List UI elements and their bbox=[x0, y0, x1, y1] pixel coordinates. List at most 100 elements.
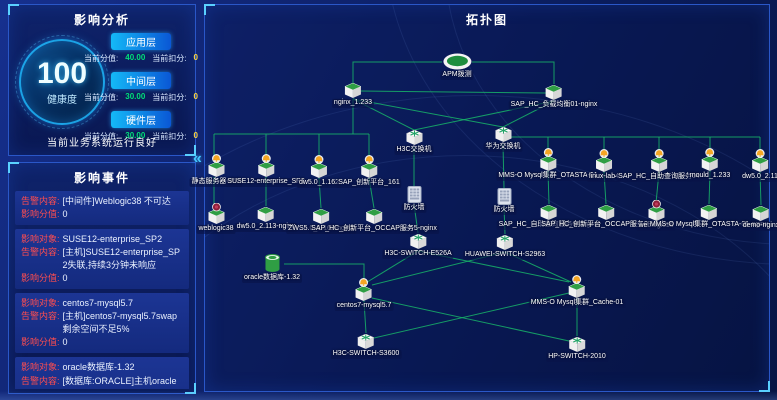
server-error-icon bbox=[207, 202, 225, 224]
event-field: 影响对象: centos7-mysql5.7 bbox=[21, 297, 183, 310]
topology-node-nginx-1233[interactable]: nginx_1.233 bbox=[331, 82, 375, 108]
node-label: weblogic38 bbox=[196, 225, 236, 234]
score-value: 40.00 bbox=[125, 53, 146, 62]
topology-node-apm[interactable]: APM拨测 bbox=[440, 53, 474, 80]
node-label: H3C交换机 bbox=[394, 146, 434, 155]
layer-badge[interactable]: 中间层 bbox=[111, 72, 171, 89]
event-list[interactable]: 告警内容: [中间件]Weblogic38 不可达 影响分值: 0 影响对象: SUSE1… bbox=[9, 187, 195, 389]
server-alert-icon bbox=[539, 148, 557, 171]
score-value: 30.00 bbox=[125, 92, 146, 101]
topology-node-sap-occap02[interactable]: SAP_HC_创新平台_OCCAP服务02-nginx bbox=[539, 204, 673, 230]
layer-block: 中间层 当前分值: 30.00 当前扣分: 0 bbox=[84, 72, 198, 103]
topology-node-oracle-132[interactable]: oracle数据库-1.32 bbox=[241, 254, 303, 283]
layer-block: 硬件层当前分值: 30.00 当前扣分: 0 bbox=[84, 111, 198, 142]
node-label: SAP_创新平台_161 bbox=[336, 179, 402, 188]
server-icon bbox=[257, 206, 275, 222]
topology-node-weblogic38[interactable]: weblogic38 bbox=[196, 202, 236, 234]
server-alert-icon bbox=[595, 149, 613, 172]
layer-stats: 当前分值: 30.00 当前扣分: 0 bbox=[84, 131, 198, 142]
topology-node-linux-lab4[interactable]: linux-lab4 bbox=[587, 149, 621, 182]
node-label: H3C-SWITCH-E526A bbox=[382, 250, 454, 259]
topology-node-demo-nginx[interactable]: demo-nginx bbox=[740, 205, 777, 231]
switch-icon bbox=[409, 233, 427, 249]
topology-node-sw-right[interactable]: 华为交换机 bbox=[483, 126, 523, 152]
node-label: SUSE12-enterprise_SP2 bbox=[225, 178, 307, 187]
event-card[interactable]: 影响对象: oracle数据库-1.32 告警内容: [数据库:ORACLE]主机or… bbox=[15, 357, 189, 389]
event-field-value: oracle数据库-1.32 bbox=[62, 362, 135, 373]
topology-node-sap-lb01[interactable]: SAP_HC_负载均衡01-nginx bbox=[508, 84, 600, 110]
topology-title: 拓扑图 bbox=[465, 13, 508, 27]
node-label: demo-nginx bbox=[740, 222, 777, 231]
topology-node-host-252[interactable]: 静态服务器-252 bbox=[189, 154, 243, 187]
event-card[interactable]: 影响对象: centos7-mysql5.7 告警内容: [主机]centos7-my… bbox=[15, 293, 189, 354]
server-error-icon bbox=[647, 199, 665, 221]
topology-node-dw50-211[interactable]: dw5.0_2.11 bbox=[740, 149, 777, 182]
topology-node-sap-occap5[interactable]: SAP_HC_创新平台_OCCAP服务5-nginx bbox=[309, 208, 439, 234]
switch-icon bbox=[496, 234, 514, 250]
topology-node-mould-1233[interactable]: mould_1.233 bbox=[687, 148, 733, 181]
event-field-label: 告警内容: bbox=[21, 375, 60, 386]
node-label: dw5.0_2.113-nginx bbox=[234, 223, 298, 232]
server-icon bbox=[700, 204, 718, 220]
node-label: dw5.0_1.162 bbox=[296, 179, 342, 188]
event-field-value: [中间件]Weblogic38 不可达 bbox=[62, 196, 171, 206]
impact-analysis-title: 影响分析 bbox=[73, 13, 130, 27]
layer-badge[interactable]: 应用层 bbox=[111, 33, 171, 50]
event-field-value: [主机]centos7-mysql5.7swap剩余空间不足5% bbox=[62, 311, 178, 335]
topology-edge bbox=[472, 61, 555, 84]
deduct-label: 当前扣分: bbox=[152, 93, 187, 102]
topology-node-centos7[interactable]: centos7-mysql5.7 bbox=[334, 278, 394, 311]
collapse-sidebar-icon[interactable]: « bbox=[193, 150, 202, 167]
node-label: dw5.0_2.11 bbox=[740, 173, 777, 182]
switch-icon bbox=[568, 336, 586, 352]
server-alert-icon bbox=[360, 155, 378, 178]
score-label: 当前分值: bbox=[84, 54, 119, 63]
layer-badge[interactable]: 硬件层 bbox=[111, 111, 171, 128]
node-label: 防火墙 bbox=[491, 206, 517, 215]
topology-node-dw50-2113[interactable]: dw5.0_2.113-nginx bbox=[234, 206, 298, 232]
topology-edge bbox=[352, 61, 442, 83]
impact-events-panel: 影响事件 告警内容: [中间件]Weblogic38 不可达 影响分值: 0 影响对象:… bbox=[8, 162, 196, 394]
server-icon bbox=[312, 208, 330, 224]
event-field-label: 影响对象: bbox=[21, 298, 60, 309]
event-card[interactable]: 影响对象: SUSE12-enterprise_SP2 告警内容: [主机]SUSE1… bbox=[15, 229, 189, 290]
server-icon bbox=[752, 205, 770, 221]
node-label: MMS-O Mysql集群_Cache-01 bbox=[528, 299, 626, 308]
topology-node-sap-04[interactable]: SAP_HC_自助查询服务04 bbox=[616, 149, 702, 182]
topology-node-hp-sw[interactable]: HP-SWITCH-2010 bbox=[546, 336, 608, 362]
topology-edge bbox=[284, 263, 365, 283]
node-label: HP-SWITCH-2010 bbox=[546, 353, 608, 362]
topology-node-fw-right[interactable]: 防火墙 bbox=[491, 188, 517, 215]
event-field: 告警内容: [中间件]Weblogic38 不可达 bbox=[21, 195, 183, 208]
event-field: 告警内容:[数据库:ORACLE]主机oracle数据库-1.32实例名（orc… bbox=[21, 375, 183, 389]
layer-stats: 当前分值: 30.00 当前扣分: 0 bbox=[84, 92, 198, 103]
event-field: 影响分值: 0 bbox=[21, 208, 183, 221]
node-label: nginx_1.233 bbox=[331, 99, 375, 108]
topology-node-suse12[interactable]: SUSE12-enterprise_SP2 bbox=[225, 154, 307, 187]
topology-node-dw50-1162[interactable]: dw5.0_1.162 bbox=[296, 155, 342, 188]
server-alert-icon bbox=[701, 148, 719, 171]
event-field: 告警内容: [主机]SUSE12-enterprise_SP2失联,持续3分钟未响… bbox=[21, 246, 183, 272]
topology-edge bbox=[352, 98, 504, 128]
topology-node-mms-cache[interactable]: MMS-O Mysql集群_Cache-01 bbox=[528, 275, 626, 308]
node-label: MMS-O Mysql集群_OTASTA-01 bbox=[496, 172, 600, 181]
event-field: 影响分值: 0 bbox=[21, 272, 183, 285]
server-alert-icon bbox=[257, 154, 275, 177]
topology-node-h3c-s3600[interactable]: H3C-SWITCH-S3600 bbox=[330, 333, 402, 359]
switch-icon bbox=[405, 129, 423, 145]
server-icon bbox=[540, 204, 558, 220]
event-field-value: SUSE12-enterprise_SP2 bbox=[62, 234, 163, 245]
topology-node-sw-left[interactable]: H3C交换机 bbox=[394, 129, 434, 155]
node-label: 防火墙 bbox=[401, 204, 427, 213]
topology-node-mms-otasta-n[interactable]: MMS-O Mysql集群_OTASTA-01-nginx bbox=[647, 204, 771, 230]
topology-node-layer: APM拨测 nginx_1.233 SAP_HC_负载均衡01-nginx H3C交换… bbox=[189, 5, 777, 391]
score-label: 当前分值: bbox=[84, 132, 119, 141]
topology-node-sap-161[interactable]: SAP_创新平台_161 bbox=[336, 155, 402, 188]
node-label: 静态服务器-252 bbox=[189, 178, 243, 187]
topology-node-h3c-e526a[interactable]: H3C-SWITCH-E526A bbox=[382, 233, 454, 259]
topology-node-mms-otasta[interactable]: MMS-O Mysql集群_OTASTA-01 bbox=[496, 148, 600, 181]
topology-node-fw-left[interactable]: 防火墙 bbox=[401, 186, 427, 213]
node-label: APM拨测 bbox=[440, 71, 474, 80]
topology-node-huawei-sw[interactable]: HUAWEI-SWITCH-S2963 bbox=[462, 234, 548, 260]
event-card[interactable]: 告警内容: [中间件]Weblogic38 不可达 影响分值: 0 bbox=[15, 191, 189, 226]
